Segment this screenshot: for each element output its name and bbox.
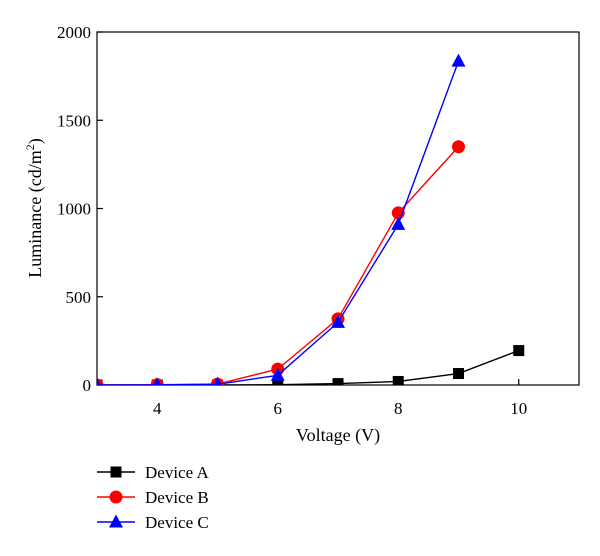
series-device-b — [97, 140, 465, 385]
x-tick-label: 10 — [510, 399, 527, 418]
data-point — [213, 376, 222, 385]
y-axis-label-sup: 2 — [23, 144, 37, 150]
legend-label: Device A — [145, 463, 209, 482]
data-point — [332, 378, 344, 385]
y-axis-ticks: 0 500 1000 1500 2000 — [57, 23, 103, 395]
legend-label: Device C — [145, 513, 209, 532]
legend-marker — [109, 490, 123, 504]
legend-marker — [109, 514, 123, 528]
series-line — [97, 349, 519, 385]
data-point — [97, 377, 102, 385]
legend-label: Device B — [145, 488, 209, 507]
data-point — [392, 375, 404, 385]
legend-marker — [110, 466, 122, 478]
y-tick-label: 0 — [83, 376, 92, 395]
y-axis-label: Luminance (cd/m2) — [23, 138, 46, 277]
data-point — [451, 53, 466, 67]
legend: Device A Device B Device C — [97, 463, 209, 532]
y-tick-label: 500 — [66, 288, 92, 307]
data-point — [331, 314, 345, 328]
y-axis-label-close: ) — [25, 138, 46, 144]
y-tick-label: 2000 — [57, 23, 91, 42]
series-layer — [97, 53, 525, 385]
data-point — [272, 379, 284, 385]
x-tick-label: 8 — [394, 399, 403, 418]
legend-item: Device C — [97, 513, 209, 532]
plot-frame — [96, 31, 580, 386]
legend-item: Device A — [97, 463, 209, 482]
series-device-c — [97, 53, 466, 385]
series-line — [97, 60, 460, 385]
data-point — [391, 216, 406, 230]
data-point — [153, 377, 162, 385]
y-tick-label: 1000 — [57, 200, 91, 219]
y-axis-label-main: Luminance (cd/m — [25, 150, 46, 277]
data-point — [270, 367, 285, 381]
series-line — [97, 146, 460, 385]
data-point — [452, 140, 465, 154]
x-axis-label: Voltage (V) — [296, 425, 380, 446]
x-tick-label: 4 — [153, 399, 162, 418]
legend-item: Device B — [97, 488, 209, 507]
y-tick-label: 1500 — [57, 111, 91, 130]
data-point — [513, 345, 525, 357]
x-tick-label: 6 — [274, 399, 283, 418]
data-point — [453, 368, 464, 380]
